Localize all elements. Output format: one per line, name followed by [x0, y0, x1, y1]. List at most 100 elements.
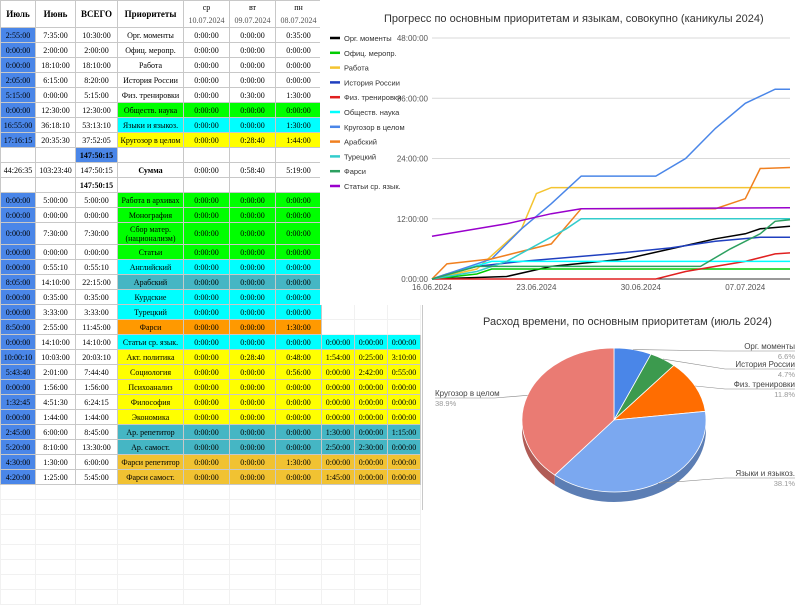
table-cell[interactable]: [35, 147, 76, 163]
table-cell[interactable]: 0:00:00: [275, 304, 322, 320]
table-cell[interactable]: 0:00:00: [229, 244, 276, 260]
table-cell[interactable]: 11:45:00: [75, 319, 118, 335]
table-cell[interactable]: 0:00:00: [275, 274, 322, 290]
empty-cell[interactable]: [229, 574, 276, 590]
table-cell[interactable]: 0:00:00: [183, 132, 230, 148]
table-cell[interactable]: 0:00:00: [229, 42, 276, 58]
table-cell[interactable]: 0:00:00: [183, 102, 230, 118]
table-cell[interactable]: [35, 177, 76, 193]
table-cell[interactable]: 1:44:00: [275, 132, 322, 148]
table-cell[interactable]: 0:00:00: [387, 394, 421, 410]
table-cell[interactable]: 0:55:10: [35, 259, 76, 275]
empty-cell[interactable]: [35, 589, 76, 605]
table-cell[interactable]: 0:00:00: [354, 409, 388, 425]
table-cell[interactable]: 0:00:00: [275, 439, 322, 455]
empty-cell[interactable]: [75, 589, 118, 605]
table-cell[interactable]: 0:00:00: [183, 289, 230, 305]
table-cell[interactable]: 3:33:00: [75, 304, 118, 320]
table-cell[interactable]: [229, 147, 276, 163]
empty-cell[interactable]: [35, 484, 76, 500]
table-cell[interactable]: 14:10:00: [35, 274, 76, 290]
empty-cell[interactable]: [229, 529, 276, 545]
priority-name-cell[interactable]: Социология: [117, 364, 184, 380]
empty-cell[interactable]: [117, 574, 184, 590]
empty-cell[interactable]: [354, 514, 388, 530]
empty-cell[interactable]: [75, 544, 118, 560]
table-cell[interactable]: 1:30:00: [321, 424, 355, 440]
table-cell[interactable]: 0:00:00: [321, 379, 355, 395]
priority-name-cell[interactable]: Арабский: [117, 274, 184, 290]
table-cell[interactable]: 0:00:00: [183, 259, 230, 275]
table-cell[interactable]: 0:00:00: [183, 364, 230, 380]
table-cell[interactable]: 17:16:15: [0, 132, 36, 148]
table-cell[interactable]: 0:00:00: [229, 304, 276, 320]
table-cell[interactable]: 0:00:00: [183, 207, 230, 223]
table-cell[interactable]: 0:00:00: [35, 87, 76, 103]
empty-cell[interactable]: [0, 499, 36, 515]
empty-cell[interactable]: [183, 589, 230, 605]
table-cell[interactable]: 4:20:00: [0, 469, 36, 485]
table-cell[interactable]: 8:50:00: [0, 319, 36, 335]
table-cell[interactable]: 0:00:00: [183, 57, 230, 73]
table-cell[interactable]: 0:00:00: [229, 207, 276, 223]
table-cell[interactable]: 0:00:00: [354, 379, 388, 395]
table-cell[interactable]: 0:00:00: [229, 364, 276, 380]
empty-cell[interactable]: [117, 499, 184, 515]
table-cell[interactable]: 0:00:00: [183, 469, 230, 485]
table-cell[interactable]: 0:00:00: [0, 192, 36, 208]
table-cell[interactable]: 12:30:00: [75, 102, 118, 118]
table-cell[interactable]: 0:00:00: [0, 222, 36, 245]
table-cell[interactable]: 3:33:00: [35, 304, 76, 320]
empty-cell[interactable]: [321, 499, 355, 515]
empty-cell[interactable]: [321, 544, 355, 560]
empty-cell[interactable]: [35, 559, 76, 575]
table-cell[interactable]: 0:00:00: [183, 222, 230, 245]
empty-cell[interactable]: [387, 574, 421, 590]
table-cell[interactable]: 0:00:00: [275, 42, 322, 58]
table-cell[interactable]: 2:50:00: [321, 439, 355, 455]
table-cell[interactable]: 0:00:00: [183, 244, 230, 260]
table-cell[interactable]: 103:23:40: [35, 162, 76, 178]
table-cell[interactable]: 0:00:00: [0, 304, 36, 320]
empty-cell[interactable]: [229, 589, 276, 605]
empty-cell[interactable]: [0, 484, 36, 500]
table-cell[interactable]: 7:30:00: [75, 222, 118, 245]
priority-name-cell[interactable]: Сбор матер. (национализм): [117, 222, 184, 245]
table-cell[interactable]: [387, 319, 421, 335]
table-cell[interactable]: 1:25:00: [35, 469, 76, 485]
empty-cell[interactable]: [117, 484, 184, 500]
table-cell[interactable]: 147:50:15: [75, 147, 118, 163]
table-cell[interactable]: 5:15:00: [0, 87, 36, 103]
table-cell[interactable]: 6:24:15: [75, 394, 118, 410]
empty-cell[interactable]: [387, 589, 421, 605]
priority-name-cell[interactable]: Турецкий: [117, 304, 184, 320]
empty-cell[interactable]: [354, 589, 388, 605]
table-cell[interactable]: 0:48:00: [275, 349, 322, 365]
table-cell[interactable]: 14:10:00: [75, 334, 118, 350]
table-cell[interactable]: 0:00:00: [387, 409, 421, 425]
header-cell[interactable]: Приоритеты: [117, 0, 184, 28]
table-cell[interactable]: [183, 147, 230, 163]
empty-cell[interactable]: [183, 499, 230, 515]
table-cell[interactable]: 0:00:00: [321, 409, 355, 425]
table-cell[interactable]: 18:10:00: [75, 57, 118, 73]
table-cell[interactable]: 0:00:00: [183, 72, 230, 88]
table-cell[interactable]: 2:42:00: [354, 364, 388, 380]
table-cell[interactable]: [321, 304, 355, 320]
priority-name-cell[interactable]: Статьи: [117, 244, 184, 260]
priority-name-cell[interactable]: История России: [117, 72, 184, 88]
empty-cell[interactable]: [117, 529, 184, 545]
table-cell[interactable]: 0:25:00: [354, 349, 388, 365]
priority-name-cell[interactable]: Физ. тренировки: [117, 87, 184, 103]
empty-cell[interactable]: [275, 589, 322, 605]
table-cell[interactable]: 0:00:00: [229, 117, 276, 133]
table-cell[interactable]: 2:45:00: [0, 424, 36, 440]
priority-name-cell[interactable]: Кругозор в целом: [117, 132, 184, 148]
table-cell[interactable]: [354, 304, 388, 320]
empty-cell[interactable]: [35, 544, 76, 560]
table-cell[interactable]: 37:52:05: [75, 132, 118, 148]
table-cell[interactable]: 0:00:00: [275, 192, 322, 208]
priority-name-cell[interactable]: Психоанализ: [117, 379, 184, 395]
table-cell[interactable]: 0:28:40: [229, 349, 276, 365]
table-cell[interactable]: 0:00:00: [229, 289, 276, 305]
